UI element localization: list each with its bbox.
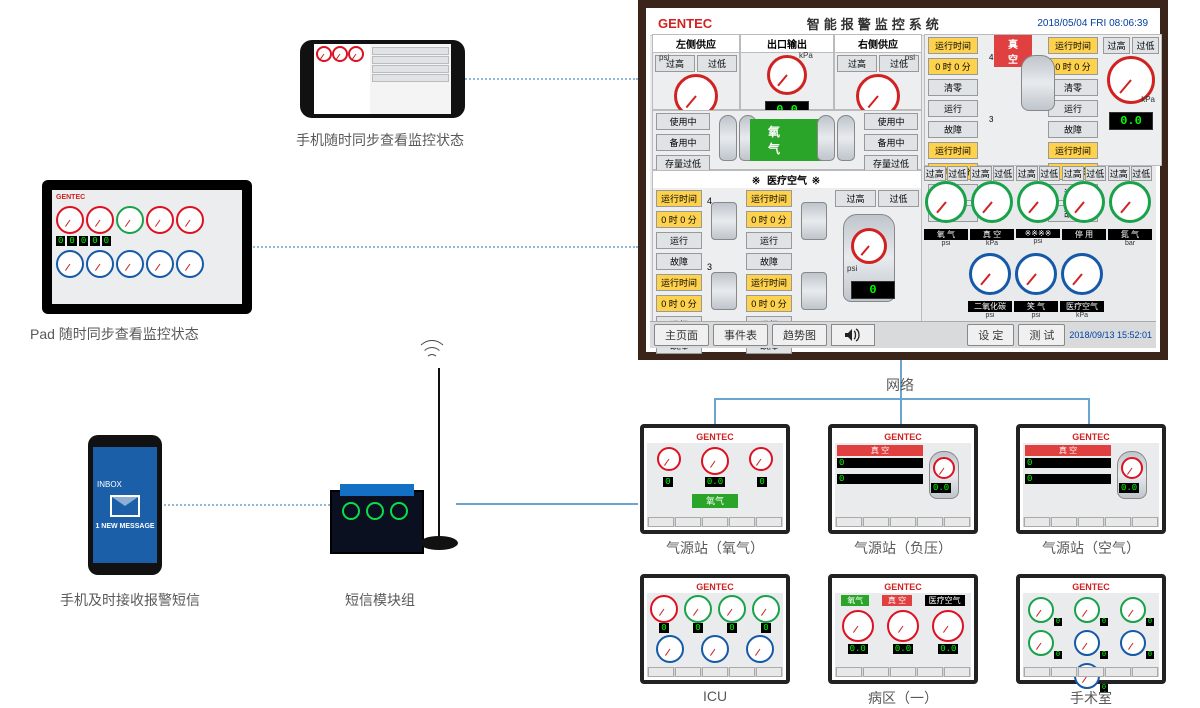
vac-rt1-clr[interactable]: 清零 — [928, 79, 978, 96]
net-d2 — [900, 398, 902, 426]
right-supply-zone: 右侧供应 过高过低 psi — [834, 34, 922, 110]
sound-icon[interactable] — [831, 324, 875, 346]
antenna — [438, 368, 440, 542]
phone-sync-label: 手机随时同步查看监控状态 — [280, 130, 480, 150]
vac-rt1-h: 运行时间 — [928, 37, 978, 54]
vac-value: 0.0 — [1109, 112, 1153, 130]
outlet-title: 出口输出 — [741, 35, 833, 53]
ftr-home[interactable]: 主页面 — [654, 324, 709, 346]
mini-vac: GENTEC 真 空 0 0 0.0 — [828, 424, 978, 534]
o2-bak-l[interactable]: 备用中 — [656, 134, 710, 151]
outlet-gauge — [767, 55, 807, 95]
phone-sync-device — [300, 40, 465, 118]
oxygen-zone: 使用中 备用中 存量过低 氧 气 使用中 备用中 存量过低 — [652, 110, 922, 170]
mini-label-4: 病区（一） — [828, 688, 978, 708]
vac-vessel — [1021, 55, 1055, 111]
new-message-label: 1 NEW MESSAGE — [95, 523, 154, 530]
conn-phone2-sms — [160, 504, 330, 506]
brand-logo: GENTEC — [658, 16, 712, 31]
mini-label-3: ICU — [640, 688, 790, 704]
conn-phone-hmi — [462, 78, 638, 80]
conn-tablet-hmi — [250, 246, 638, 248]
vacuum-zone: 运行时间 0 时 0 分 清零 运行 故障 运行时间 0 时 0 分 运行 故障… — [924, 34, 1162, 166]
mini-label-5: 手术室 — [1016, 688, 1166, 708]
net-h — [714, 398, 1090, 400]
ftr-set[interactable]: 设 定 — [967, 324, 1014, 346]
o2-use-l[interactable]: 使用中 — [656, 113, 710, 130]
net-d1 — [714, 398, 716, 426]
right-supply-title: 右侧供应 — [835, 35, 921, 53]
sms-module-device — [330, 490, 420, 550]
sms-module-label: 短信模块组 — [320, 590, 440, 610]
ftr-trend[interactable]: 趋势图 — [772, 324, 827, 346]
gauge-grid: 过高过低 氧 气 psi 过高过低 真 空 kPa 过高过低 ※※※※ psi … — [924, 166, 1160, 326]
hmi-body: 左侧供应 过高过低 psi 出口输出 0.0 kPa 右侧供应 过高过低 psi… — [650, 34, 1156, 322]
ftr-events[interactable]: 事件表 — [713, 324, 768, 346]
tablet-device: GENTEC 00000 — [42, 180, 252, 314]
hmi-title: 智能报警监控系统 — [722, 14, 1027, 33]
antenna-base — [420, 536, 458, 550]
main-hmi-panel: GENTEC 智能报警监控系统 2018/05/04 FRI 08:06:39 … — [638, 0, 1168, 360]
tablet-label: Pad 随时同步查看监控状态 — [30, 324, 260, 344]
ftr-ts: 2018/09/13 15:52:01 — [1069, 330, 1152, 340]
o2-use-r[interactable]: 使用中 — [864, 113, 918, 130]
ls-btn-lo[interactable]: 过低 — [697, 55, 737, 72]
oxygen-badge: 氧 气 — [750, 119, 824, 161]
o2-bak-r[interactable]: 备用中 — [864, 134, 918, 151]
vac-rt1-run[interactable]: 运行 — [928, 100, 978, 117]
ftr-test[interactable]: 测 试 — [1018, 324, 1065, 346]
hmi-footer: 主页面 事件表 趋势图 设 定 测 试 2018/09/13 15:52:01 — [650, 321, 1156, 348]
mini-label-2: 气源站（空气） — [1016, 538, 1166, 558]
left-supply-zone: 左侧供应 过高过低 psi — [652, 34, 740, 110]
conn-sms-net — [456, 503, 638, 505]
med-air-zone: ※ 医疗空气 ※ 运行时间0 时 0 分 运行故障 运行时间0 时 0 分 运行… — [652, 170, 922, 328]
inbox-label: INBOX — [97, 480, 122, 489]
vac-rt1-flt[interactable]: 故障 — [928, 121, 978, 138]
rs-btn-hi[interactable]: 过高 — [837, 55, 877, 72]
air-tank-value: 0 — [851, 281, 895, 299]
mini-gauge6: GENTEC 0000000 — [1016, 574, 1166, 684]
mini-oxy: GENTEC 00.00 氧气 — [640, 424, 790, 534]
net-d3 — [1088, 398, 1090, 426]
mini-label-0: 气源站（氧气） — [640, 538, 790, 558]
med-air-title: 医疗空气 — [767, 176, 807, 187]
phone-sms-label: 手机及时接收报警短信 — [40, 590, 220, 610]
envelope-icon — [110, 495, 140, 517]
network-label: 网络 — [870, 375, 930, 395]
vac-rt2-h: 运行时间 — [928, 142, 978, 159]
mini-gauge3: GENTEC氧气真 空医疗空气 0.00.00.0 — [828, 574, 978, 684]
vac-rt1-v: 0 时 0 分 — [928, 58, 978, 75]
outlet-zone: 出口输出 0.0 kPa — [740, 34, 834, 110]
mini-air: GENTEC 真 空 0 0 0.0 — [1016, 424, 1166, 534]
mini-gauge7: GENTEC 0000 — [640, 574, 790, 684]
hmi-header: GENTEC 智能报警监控系统 2018/05/04 FRI 08:06:39 — [650, 12, 1156, 36]
phone-sms-device: INBOX 1 NEW MESSAGE — [88, 435, 162, 575]
mini-label-1: 气源站（负压） — [828, 538, 978, 558]
left-supply-title: 左侧供应 — [653, 35, 739, 53]
hmi-date: 2018/05/04 FRI 08:06:39 — [1037, 18, 1148, 29]
